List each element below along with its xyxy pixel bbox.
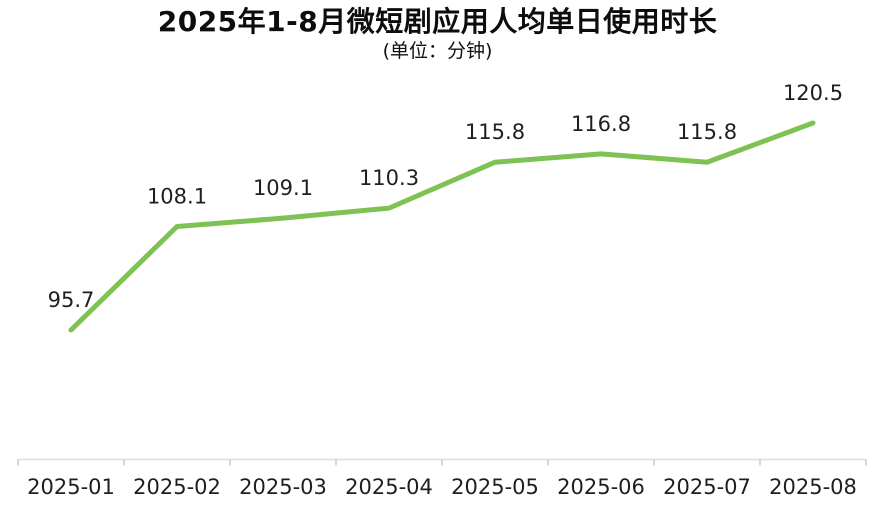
value-label: 115.8	[465, 120, 525, 144]
value-label: 120.5	[783, 81, 843, 105]
value-label: 95.7	[48, 288, 95, 312]
x-axis-label: 2025-01	[27, 475, 115, 499]
value-label: 108.1	[147, 185, 207, 209]
x-axis-label: 2025-07	[663, 475, 751, 499]
x-axis-label: 2025-05	[451, 475, 539, 499]
x-axis-label: 2025-04	[345, 475, 433, 499]
chart-title: 2025年1-8月微短剧应用人均单日使用时长	[157, 5, 718, 38]
chart-header: 2025年1-8月微短剧应用人均单日使用时长 (单位：分钟)	[0, 6, 875, 62]
x-axis-label: 2025-06	[557, 475, 645, 499]
x-axis-label: 2025-08	[769, 475, 857, 499]
value-label: 116.8	[571, 112, 631, 136]
value-label: 110.3	[359, 166, 419, 190]
x-axis-label: 2025-02	[133, 475, 221, 499]
value-label: 109.1	[253, 176, 313, 200]
line-series	[68, 120, 816, 333]
x-axis-label: 2025-03	[239, 475, 327, 499]
value-label: 115.8	[677, 120, 737, 144]
chart-subtitle: (单位：分钟)	[382, 40, 493, 62]
